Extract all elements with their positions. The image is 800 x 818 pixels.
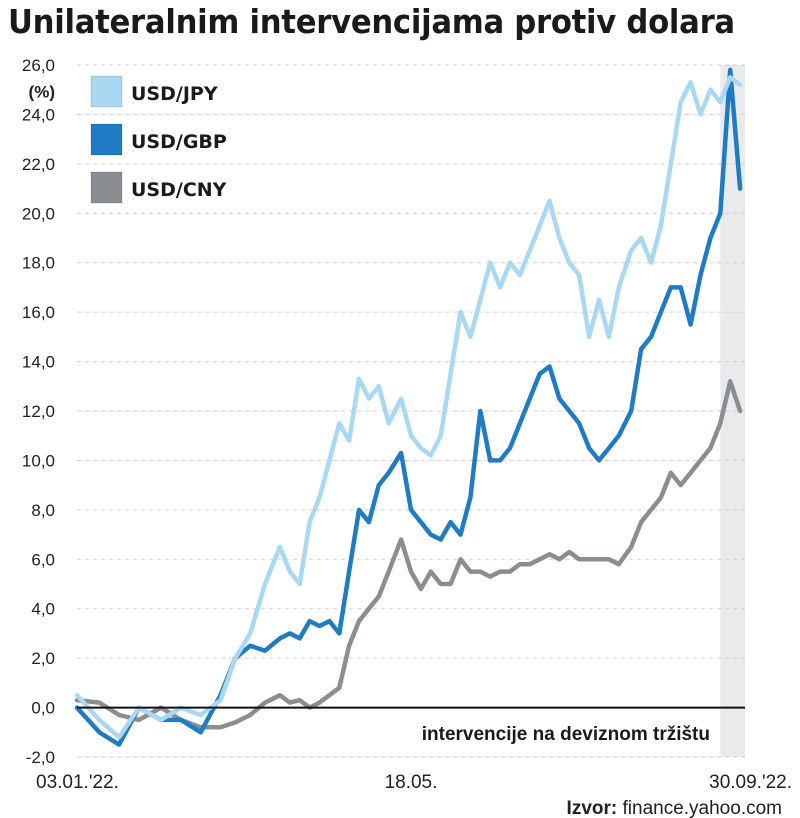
series-line-usd-gbp: [74, 67, 743, 747]
x-tick-label: 18.05.: [385, 772, 438, 793]
series-line-usd-cny: [74, 379, 743, 730]
legend-label: USD/CNY: [131, 179, 227, 201]
y-tick-label: 12,0: [22, 402, 55, 421]
annotation-label: intervencije na deviznom tržištu: [422, 724, 710, 745]
y-tick-label: 16,0: [22, 303, 55, 322]
y-tick-label: 10,0: [22, 451, 55, 470]
y-tick-label: 8,0: [31, 501, 55, 520]
y-tick-label: 22,0: [22, 155, 55, 174]
source-value: finance.yahoo.com: [623, 798, 783, 818]
legend-label: USD/JPY: [131, 83, 218, 105]
legend-swatch: [90, 75, 123, 108]
y-tick-label: 0,0: [31, 699, 55, 718]
y-axis-unit: (%): [29, 83, 55, 102]
source-note: Izvor: finance.yahoo.com: [567, 798, 782, 818]
legend-swatch: [90, 171, 123, 204]
source-label: Izvor:: [567, 798, 623, 818]
y-tick-label: 4,0: [31, 600, 55, 619]
y-tick-label: 6,0: [31, 550, 55, 569]
x-tick-label: 30.09.'22.: [709, 772, 792, 793]
y-tick-label: 18,0: [22, 254, 55, 273]
x-tick-label: 03.01.'22.: [36, 772, 119, 793]
y-tick-label: -2,0: [26, 748, 55, 767]
legend-label: USD/GBP: [131, 131, 227, 153]
y-tick-label: 26,0: [22, 56, 55, 75]
legend-swatch: [90, 123, 123, 156]
chart-title: Unilateralnim intervencijama protiv dola…: [8, 2, 735, 41]
y-tick-label: 2,0: [31, 649, 55, 668]
series-line-usd-jpy: [74, 75, 743, 740]
y-tick-label: 20,0: [22, 204, 55, 223]
y-tick-label: 14,0: [22, 353, 55, 372]
y-tick-label: 24,0: [22, 105, 55, 124]
